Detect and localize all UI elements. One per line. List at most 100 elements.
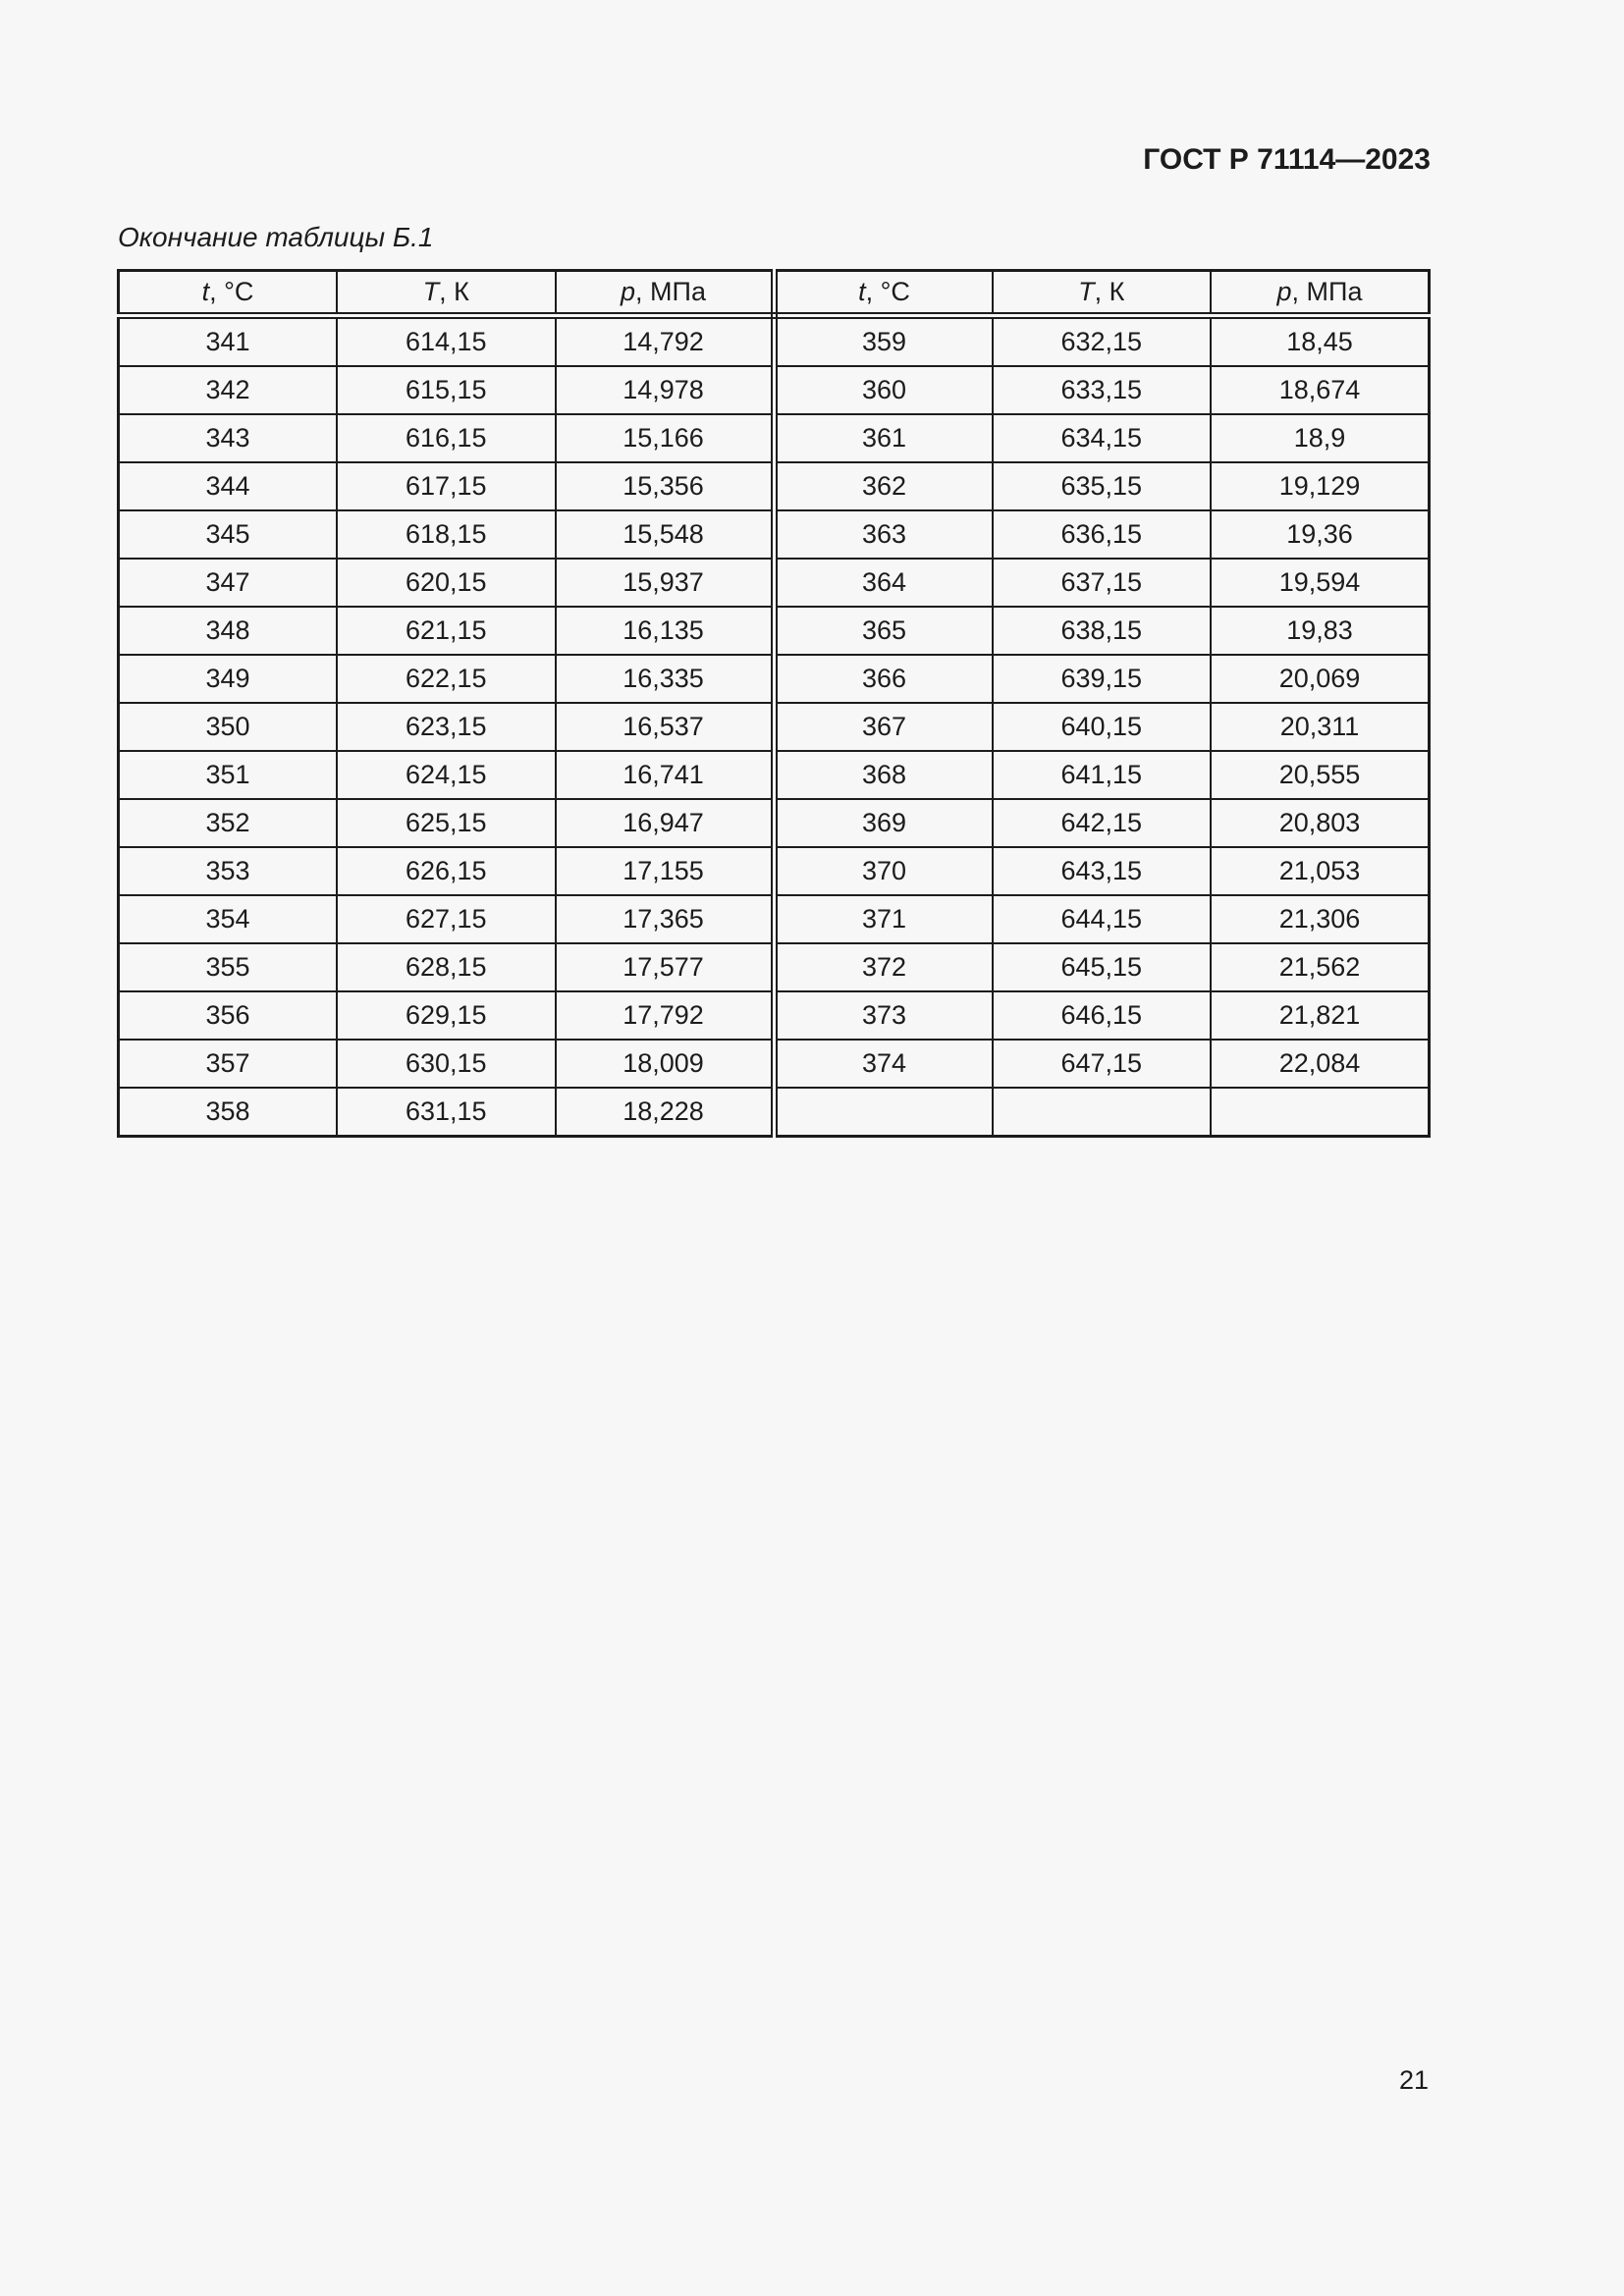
table-cell: 627,15 bbox=[336, 894, 557, 944]
table-cell: 348 bbox=[117, 606, 338, 656]
column-header-symbol: T bbox=[1078, 277, 1095, 306]
table-cell: 14,792 bbox=[554, 314, 778, 367]
table-cell: 642,15 bbox=[991, 798, 1212, 848]
table-row: 344 617,15 15,356 362 635,15 19,129 bbox=[117, 461, 1431, 511]
table-cell: 15,937 bbox=[554, 558, 778, 608]
table-cell: 615,15 bbox=[336, 365, 557, 415]
table-row: 347 620,15 15,937 364 637,15 19,594 bbox=[117, 558, 1431, 608]
table-cell: 353 bbox=[117, 846, 338, 896]
table-cell: 370 bbox=[773, 846, 994, 896]
table-cell: 638,15 bbox=[991, 606, 1212, 656]
table-cell: 630,15 bbox=[336, 1039, 557, 1089]
table-cell: 643,15 bbox=[991, 846, 1212, 896]
table-row: 343 616,15 15,166 361 634,15 18,9 bbox=[117, 413, 1431, 463]
table-cell: 349 bbox=[117, 654, 338, 704]
table-row: 341 614,15 14,792 359 632,15 18,45 bbox=[117, 314, 1431, 367]
table-cell: 628,15 bbox=[336, 942, 557, 992]
column-header-symbol: T bbox=[422, 277, 440, 306]
table-cell: 616,15 bbox=[336, 413, 557, 463]
table-cell: 636,15 bbox=[991, 509, 1212, 560]
table-cell: 21,821 bbox=[1210, 990, 1431, 1041]
table-row: 354 627,15 17,365 371 644,15 21,306 bbox=[117, 894, 1431, 944]
table-cell: 17,155 bbox=[554, 846, 778, 896]
table-cell: 635,15 bbox=[991, 461, 1212, 511]
table-cell: 373 bbox=[773, 990, 994, 1041]
column-header-symbol: t bbox=[201, 277, 210, 306]
column-header-symbol: p bbox=[1276, 277, 1292, 306]
table-row: 355 628,15 17,577 372 645,15 21,562 bbox=[117, 942, 1431, 992]
table-cell: 634,15 bbox=[991, 413, 1212, 463]
column-header-symbol: p bbox=[621, 277, 636, 306]
table-cell: 342 bbox=[117, 365, 338, 415]
table-cell: 645,15 bbox=[991, 942, 1212, 992]
table-cell: 350 bbox=[117, 702, 338, 752]
table-cell: 21,053 bbox=[1210, 846, 1431, 896]
table-cell: 343 bbox=[117, 413, 338, 463]
column-header-p-left: p, МПа bbox=[554, 269, 778, 319]
data-table: t, °C T, К p, МПа t, °C T, К p, МПа 341 6… bbox=[117, 269, 1431, 1138]
table-row: t, °C T, К p, МПа t, °C T, К p, МПа bbox=[117, 269, 1431, 319]
column-header-t-left: t, °C bbox=[117, 269, 338, 319]
table-cell: 374 bbox=[773, 1039, 994, 1089]
table-cell: 20,069 bbox=[1210, 654, 1431, 704]
table-cell: 637,15 bbox=[991, 558, 1212, 608]
table-row: 342 615,15 14,978 360 633,15 18,674 bbox=[117, 365, 1431, 415]
column-header-p-right: p, МПа bbox=[1210, 269, 1431, 319]
table-cell: 20,311 bbox=[1210, 702, 1431, 752]
table-cell: 19,129 bbox=[1210, 461, 1431, 511]
table-cell bbox=[1210, 1087, 1431, 1138]
table-cell: 366 bbox=[773, 654, 994, 704]
table-cell: 361 bbox=[773, 413, 994, 463]
table-cell: 356 bbox=[117, 990, 338, 1041]
table-cell: 368 bbox=[773, 750, 994, 800]
table-cell: 641,15 bbox=[991, 750, 1212, 800]
table-cell: 372 bbox=[773, 942, 994, 992]
table-row: 345 618,15 15,548 363 636,15 19,36 bbox=[117, 509, 1431, 560]
column-header-unit: , К bbox=[1094, 277, 1125, 306]
table-cell: 22,084 bbox=[1210, 1039, 1431, 1089]
table-cell: 620,15 bbox=[336, 558, 557, 608]
page-number: 21 bbox=[1398, 2065, 1429, 2095]
column-header-unit: , МПа bbox=[635, 277, 706, 306]
table-row: 349 622,15 16,335 366 639,15 20,069 bbox=[117, 654, 1431, 704]
table-cell: 18,009 bbox=[554, 1039, 778, 1089]
column-header-t-right: t, °C bbox=[773, 269, 994, 319]
table-cell: 362 bbox=[773, 461, 994, 511]
table-cell: 345 bbox=[117, 509, 338, 560]
table-cell: 646,15 bbox=[991, 990, 1212, 1041]
table-cell: 352 bbox=[117, 798, 338, 848]
column-header-T-left: T, К bbox=[336, 269, 557, 319]
table-cell: 17,792 bbox=[554, 990, 778, 1041]
table-cell: 631,15 bbox=[336, 1087, 557, 1138]
table-cell: 360 bbox=[773, 365, 994, 415]
table-cell: 351 bbox=[117, 750, 338, 800]
table-caption: Окончание таблицы Б.1 bbox=[118, 222, 434, 252]
table-cell: 18,228 bbox=[554, 1087, 778, 1138]
table-row: 348 621,15 16,135 365 638,15 19,83 bbox=[117, 606, 1431, 656]
table-cell: 359 bbox=[773, 314, 994, 367]
table-cell: 629,15 bbox=[336, 990, 557, 1041]
table-cell: 15,548 bbox=[554, 509, 778, 560]
table-cell: 20,555 bbox=[1210, 750, 1431, 800]
table-cell: 354 bbox=[117, 894, 338, 944]
table-cell: 632,15 bbox=[991, 314, 1212, 367]
table-cell: 21,306 bbox=[1210, 894, 1431, 944]
table-cell: 626,15 bbox=[336, 846, 557, 896]
table-cell: 639,15 bbox=[991, 654, 1212, 704]
table-cell: 614,15 bbox=[336, 314, 557, 367]
table-cell: 347 bbox=[117, 558, 338, 608]
table-cell: 19,594 bbox=[1210, 558, 1431, 608]
table-cell: 18,45 bbox=[1210, 314, 1431, 367]
table-cell: 633,15 bbox=[991, 365, 1212, 415]
table-row: 352 625,15 16,947 369 642,15 20,803 bbox=[117, 798, 1431, 848]
table-cell: 623,15 bbox=[336, 702, 557, 752]
table-cell: 18,9 bbox=[1210, 413, 1431, 463]
column-header-symbol: t bbox=[858, 277, 866, 306]
table-cell: 364 bbox=[773, 558, 994, 608]
running-header: ГОСТ Р 71114—2023 bbox=[1143, 143, 1431, 176]
table-cell bbox=[991, 1087, 1212, 1138]
table-cell: 622,15 bbox=[336, 654, 557, 704]
table-cell: 15,166 bbox=[554, 413, 778, 463]
table-cell: 16,537 bbox=[554, 702, 778, 752]
